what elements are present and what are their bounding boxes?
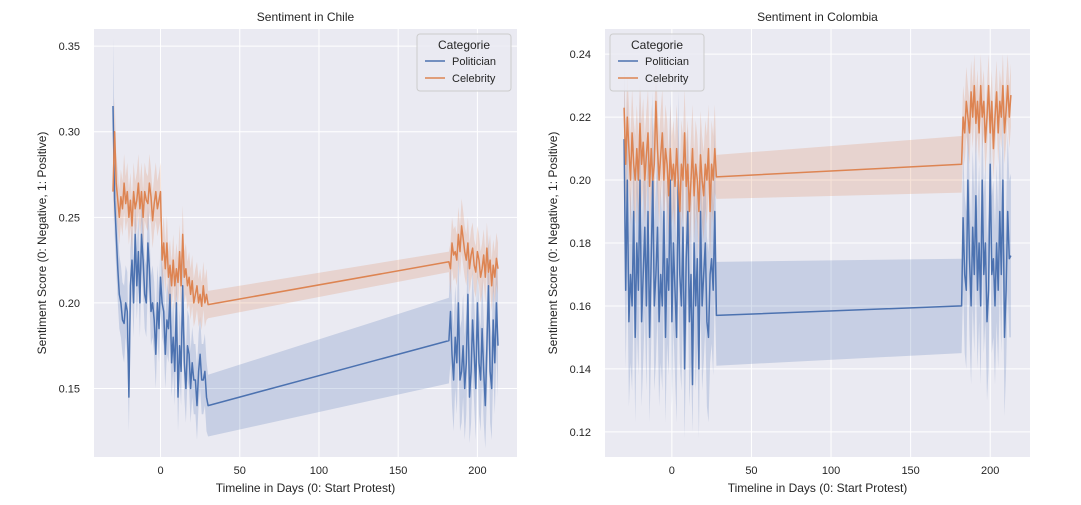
confidence-band-politician: [113, 37, 498, 449]
x-tick-label: 0: [157, 465, 163, 477]
series-line-celebrity: [623, 84, 1012, 213]
confidence-band-politician: [624, 54, 1011, 439]
x-tick-label: 150: [389, 465, 407, 477]
confidence-band-celebrity: [624, 54, 1011, 256]
legend-entry: Celebrity: [645, 73, 689, 85]
y-axis-label: Sentiment Score (0: Negative, 1: Positiv…: [546, 132, 560, 355]
x-tick-label: 100: [822, 465, 840, 477]
series-line-politician: [112, 105, 499, 407]
x-tick-label: 200: [468, 465, 486, 477]
legend-title: Categorie: [631, 38, 683, 52]
legend-box: [416, 33, 512, 92]
x-axis-label: Timeline in Days (0: Start Protest): [216, 481, 396, 495]
chart-title: Sentiment in Colombia: [757, 10, 878, 24]
chart-colombia: 0 50 100 150 200 0.12 0.14 0.16 0.18 0.20 0.22 0.24…: [546, 10, 1030, 495]
x-tick-label: 200: [981, 465, 999, 477]
y-tick-label: 0.22: [570, 112, 591, 124]
y-tick-label: 0.20: [570, 175, 591, 187]
y-tick-label: 0.12: [570, 427, 591, 439]
y-tick-label: 0.25: [59, 212, 80, 224]
legend-entry: Celebrity: [452, 73, 496, 85]
y-tick-label: 0.16: [570, 301, 591, 313]
legend-entry: Politician: [645, 56, 689, 68]
chart-title: Sentiment in Chile: [257, 10, 355, 24]
legend-entry: Politician: [452, 56, 496, 68]
y-tick-label: 0.20: [59, 298, 80, 310]
x-tick-label: 100: [310, 465, 328, 477]
legend: Categorie Politician Celebrity: [609, 33, 705, 92]
confidence-band-celebrity: [113, 97, 498, 331]
y-tick-label: 0.15: [59, 384, 80, 396]
x-axis-label: Timeline in Days (0: Start Protest): [728, 481, 908, 495]
x-tick-label: 150: [901, 465, 919, 477]
series-line-politician: [623, 139, 1012, 386]
legend-box: [609, 33, 705, 92]
y-tick-label: 0.18: [570, 238, 591, 250]
x-tick-label: 50: [234, 465, 246, 477]
x-tick-label: 0: [669, 465, 675, 477]
y-axis-label: Sentiment Score (0: Negative, 1: Positiv…: [35, 132, 49, 355]
y-tick-label: 0.30: [59, 127, 80, 139]
legend-title: Categorie: [438, 38, 490, 52]
x-tick-label: 50: [745, 465, 757, 477]
legend: Categorie Politician Celebrity: [416, 33, 512, 92]
y-tick-label: 0.24: [570, 49, 591, 61]
series-line-celebrity: [112, 130, 499, 308]
y-tick-label: 0.14: [570, 364, 591, 376]
plot-area: [94, 29, 517, 457]
y-tick-label: 0.35: [59, 41, 80, 53]
chart-chile: 0 50 100 150 200 0.15 0.20 0.25 0.30 0.35 Sentimen…: [35, 10, 517, 495]
